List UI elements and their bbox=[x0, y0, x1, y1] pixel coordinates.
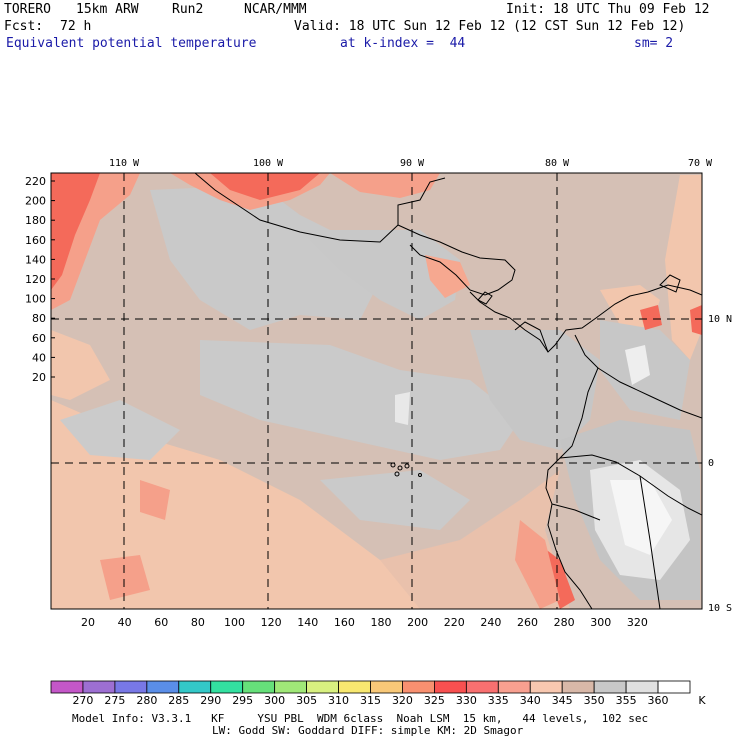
header-fcst-label: Fcst: bbox=[4, 19, 44, 34]
header-field: Equivalent potential temperature bbox=[6, 36, 257, 51]
x-tick-label: 20 bbox=[81, 616, 95, 629]
colorbar-swatch bbox=[657, 680, 691, 694]
x-tick-label: 200 bbox=[407, 616, 428, 629]
colorbar-label: 315 bbox=[360, 694, 381, 707]
colorbar-label: 275 bbox=[104, 694, 125, 707]
colorbar-swatch bbox=[210, 680, 244, 694]
header-init: Init: 18 UTC Thu 09 Feb 12 bbox=[506, 2, 710, 17]
lat-label: 10 S bbox=[708, 603, 732, 614]
colorbar-label: 305 bbox=[296, 694, 317, 707]
colorbar-swatch bbox=[82, 680, 116, 694]
header-run: Run2 bbox=[172, 2, 204, 17]
y-tick-label: 220 bbox=[25, 175, 46, 188]
x-tick-label: 300 bbox=[590, 616, 611, 629]
y-tick-label: 40 bbox=[32, 351, 46, 364]
header-fcst-value: 72 h bbox=[60, 19, 92, 34]
header-level: at k-index = 44 bbox=[340, 36, 466, 51]
x-tick-label: 120 bbox=[261, 616, 282, 629]
header-smoothing: sm= 2 bbox=[634, 36, 674, 51]
colorbar-label: 330 bbox=[456, 694, 477, 707]
colorbar-swatch bbox=[178, 680, 212, 694]
header-resolution: 15km ARW bbox=[76, 2, 139, 17]
x-tick-label: 320 bbox=[627, 616, 648, 629]
x-tick-label: 240 bbox=[480, 616, 501, 629]
colorbar-unit: K bbox=[698, 694, 706, 707]
footer-physics-info: LW: Godd SW: Goddard DIFF: simple KM: 2D… bbox=[212, 724, 524, 737]
colorbar-label: 335 bbox=[488, 694, 509, 707]
y-tick-label: 200 bbox=[25, 195, 46, 208]
lat-label: 0 bbox=[708, 458, 714, 469]
colorbar-label: 300 bbox=[264, 694, 285, 707]
header-model: TORERO bbox=[4, 2, 51, 17]
colorbar-label: 345 bbox=[552, 694, 573, 707]
colorbar-swatch bbox=[274, 680, 307, 694]
colorbar-label: 270 bbox=[72, 694, 93, 707]
colorbar-label: 360 bbox=[648, 694, 669, 707]
x-tick-label: 100 bbox=[224, 616, 245, 629]
colorbar-swatch bbox=[497, 680, 531, 694]
y-tick-label: 60 bbox=[32, 332, 46, 345]
header-valid: Valid: 18 UTC Sun 12 Feb 12 (12 CST Sun … bbox=[294, 19, 686, 34]
colorbar-swatch bbox=[593, 680, 627, 694]
colorbar-swatch bbox=[370, 680, 403, 694]
colorbar-swatch bbox=[146, 680, 180, 694]
x-tick-label: 180 bbox=[371, 616, 392, 629]
y-tick-label: 120 bbox=[25, 273, 46, 286]
colorbar-label: 325 bbox=[424, 694, 445, 707]
x-tick-label: 280 bbox=[554, 616, 575, 629]
colorbar-swatch bbox=[338, 680, 371, 694]
colorbar-label: 280 bbox=[136, 694, 157, 707]
colorbar-swatch bbox=[50, 680, 84, 694]
colorbar-swatch bbox=[529, 680, 563, 694]
y-tick-label: 180 bbox=[25, 214, 46, 227]
colorbar-label: 350 bbox=[584, 694, 605, 707]
x-tick-label: 80 bbox=[191, 616, 205, 629]
y-tick-label: 80 bbox=[32, 312, 46, 325]
x-tick-label: 40 bbox=[118, 616, 132, 629]
x-tick-label: 160 bbox=[334, 616, 355, 629]
colorbar-swatch bbox=[402, 680, 435, 694]
lat-label: 10 N bbox=[708, 314, 732, 325]
x-tick-label: 140 bbox=[297, 616, 318, 629]
x-tick-label: 60 bbox=[154, 616, 168, 629]
y-tick-label: 100 bbox=[25, 293, 46, 306]
lon-label: 110 W bbox=[109, 158, 140, 169]
colorbar-swatch bbox=[242, 680, 276, 694]
colorbar-swatch bbox=[561, 680, 595, 694]
lon-label: 90 W bbox=[400, 158, 425, 169]
colorbar-label: 285 bbox=[168, 694, 189, 707]
x-tick-label: 260 bbox=[517, 616, 538, 629]
x-tick-label: 220 bbox=[444, 616, 465, 629]
colorbar-label: 355 bbox=[616, 694, 637, 707]
colorbar-swatch bbox=[465, 680, 499, 694]
colorbar-label: 320 bbox=[392, 694, 413, 707]
colorbar-label: 310 bbox=[328, 694, 349, 707]
colorbar-swatch bbox=[433, 680, 467, 694]
colorbar bbox=[50, 680, 691, 694]
colorbar-label: 295 bbox=[232, 694, 253, 707]
colorbar-swatch bbox=[114, 680, 148, 694]
y-tick-label: 140 bbox=[25, 253, 46, 266]
colorbar-label: 340 bbox=[520, 694, 541, 707]
lon-label: 80 W bbox=[545, 158, 570, 169]
y-tick-label: 20 bbox=[32, 371, 46, 384]
colorbar-swatch bbox=[306, 680, 339, 694]
header-org: NCAR/MMM bbox=[244, 2, 307, 17]
footer-model-info: Model Info: V3.3.1 KF YSU PBL WDM 6class… bbox=[72, 712, 649, 725]
colorbar-swatch bbox=[625, 680, 659, 694]
equivalent-potential-temperature-field bbox=[51, 173, 702, 609]
lon-label: 70 W bbox=[688, 158, 713, 169]
y-tick-label: 160 bbox=[25, 234, 46, 247]
lon-label: 100 W bbox=[253, 158, 284, 169]
colorbar-label: 290 bbox=[200, 694, 221, 707]
